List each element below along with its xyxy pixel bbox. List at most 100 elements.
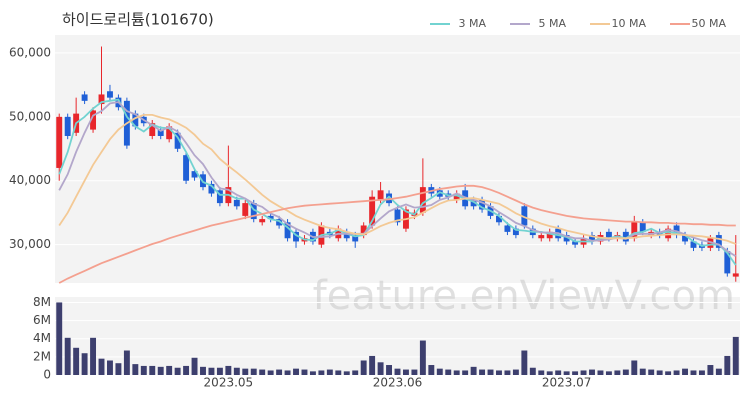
volume-bar	[115, 363, 122, 375]
y-tick-label: 0	[43, 368, 51, 382]
candle-body	[436, 190, 443, 197]
volume-bar	[639, 368, 646, 375]
volume-bar	[504, 370, 511, 375]
candle-body	[394, 209, 401, 223]
y-tick-label: 6M	[33, 313, 51, 327]
volume-bar	[386, 365, 393, 375]
candle-body	[453, 193, 460, 200]
volume-bar	[470, 366, 477, 375]
chart-title: 하이드로리튬(101670)	[62, 11, 214, 29]
volume-bar	[411, 369, 418, 375]
y-tick-label: 60,000	[9, 45, 51, 59]
candle-body	[589, 235, 595, 242]
volume-bar	[326, 369, 333, 375]
volume-bar	[183, 365, 190, 375]
candle-body	[639, 222, 646, 232]
volume-plot-area	[55, 297, 740, 375]
ma-line	[58, 114, 737, 245]
volume-bar	[436, 368, 443, 375]
volume-bar	[233, 367, 240, 375]
volume-bar	[614, 370, 621, 375]
ma-line	[58, 184, 736, 284]
volume-bar	[589, 369, 595, 375]
candle-body	[98, 94, 105, 105]
candle-body	[707, 238, 714, 248]
volume-bar	[656, 370, 663, 375]
volume-bar	[631, 360, 638, 375]
candle-body	[572, 241, 579, 245]
volume-bar	[453, 370, 460, 375]
volume-bar	[64, 337, 71, 375]
candle-body	[673, 225, 680, 236]
y-tick-label: 40,000	[9, 173, 51, 187]
volume-bar	[301, 369, 308, 375]
volume-bar	[546, 371, 553, 375]
candle-body	[267, 215, 274, 220]
volume-bar	[479, 369, 486, 375]
y-tick-label: 30,000	[9, 237, 51, 251]
x-tick-label: 2023.07	[542, 376, 592, 390]
volume-bar	[276, 369, 283, 375]
volume-bar	[673, 370, 680, 375]
candle-body	[149, 123, 156, 136]
volume-bar	[563, 371, 570, 375]
volume-bar	[690, 370, 697, 375]
candle-body	[183, 155, 190, 181]
volume-bar	[140, 365, 147, 375]
volume-bar	[597, 370, 604, 375]
watermark: feature.enViewV.com	[313, 273, 735, 319]
volume-bar	[293, 368, 299, 375]
volume-bar	[369, 355, 376, 375]
volume-bar	[462, 370, 469, 375]
candle-body	[521, 206, 528, 226]
volume-bar	[174, 367, 181, 375]
volume-bar	[81, 353, 88, 375]
candle-body	[479, 199, 486, 210]
candle-body	[250, 203, 257, 220]
volume-bar	[318, 370, 325, 375]
candle-body	[715, 235, 722, 248]
x-tick-label: 2023.06	[373, 376, 423, 390]
volume-bar	[445, 369, 452, 375]
volume-bar	[724, 355, 731, 375]
volume-bar	[90, 337, 97, 375]
candle-body	[470, 199, 477, 207]
volume-bar	[682, 368, 688, 375]
volume-bar	[200, 366, 206, 375]
volume-bar	[622, 369, 629, 375]
volume-bar	[309, 371, 316, 375]
candle-body	[377, 190, 384, 200]
y-tick-label: 8M	[33, 295, 51, 309]
candle-body	[496, 215, 502, 223]
candle-body	[166, 126, 173, 140]
volume-bar	[529, 367, 536, 375]
volume-bar	[73, 347, 80, 375]
candle-body	[64, 116, 71, 136]
volume-bar	[216, 367, 223, 375]
volume-bar	[132, 364, 139, 375]
volume-bar	[225, 365, 232, 375]
volume-bar	[352, 370, 359, 375]
candle-body	[56, 116, 63, 168]
y-tick-label: 2M	[33, 349, 51, 363]
volume-bar	[428, 365, 435, 375]
x-tick-label: 2023.05	[204, 376, 254, 390]
legend-label: 10 MA	[611, 17, 646, 30]
volume-bar	[377, 362, 384, 375]
volume-bar	[698, 370, 705, 375]
volume-bar	[98, 358, 105, 375]
volume-bar	[284, 370, 291, 375]
volume-bar	[512, 369, 519, 375]
volume-bar	[715, 368, 722, 375]
volume-bar	[166, 365, 173, 375]
volume-bar	[394, 368, 401, 375]
candle-body	[284, 222, 291, 239]
candle-body	[724, 251, 731, 274]
volume-bar	[343, 371, 350, 375]
volume-bar	[555, 370, 562, 375]
volume-bar	[605, 371, 612, 375]
candle-body	[360, 225, 367, 236]
candle-body	[682, 235, 688, 242]
volume-bar	[648, 369, 655, 375]
